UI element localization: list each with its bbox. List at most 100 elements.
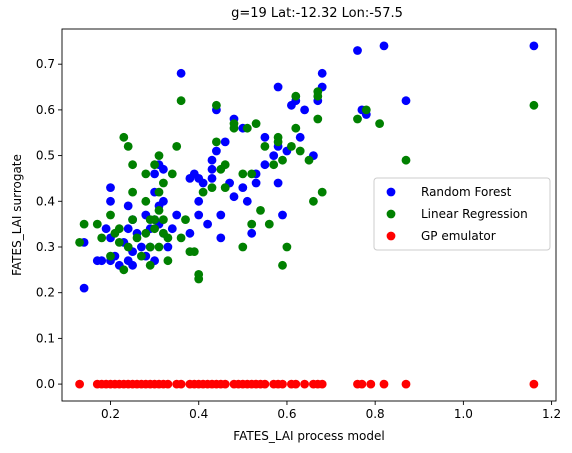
point-gp-emulator-28 (220, 379, 230, 389)
point-random-forest-82 (379, 41, 389, 51)
y-tick-label: 0.1 (36, 331, 55, 345)
point-random-forest-5 (106, 196, 115, 206)
point-linear-regression-26 (150, 160, 160, 170)
y-axis: 0.0 0.1 0.2 0.3 0.4 0.5 0.6 0.7 (36, 57, 62, 391)
point-linear-regression-40 (181, 215, 190, 225)
point-random-forest-19 (137, 242, 146, 252)
point-random-forest-57 (238, 183, 248, 193)
point-linear-regression-38 (176, 96, 186, 106)
point-gp-emulator-17 (163, 379, 173, 389)
point-linear-regression-61 (260, 142, 270, 151)
point-random-forest-53 (220, 137, 230, 147)
point-gp-emulator-19 (176, 379, 186, 389)
point-linear-regression-69 (287, 142, 296, 151)
point-random-forest-17 (128, 260, 138, 270)
point-linear-regression-50 (220, 183, 230, 193)
point-linear-regression-24 (150, 215, 160, 225)
point-random-forest-39 (185, 228, 195, 238)
point-random-forest-42 (194, 210, 204, 220)
point-gp-emulator-45 (317, 379, 327, 389)
point-random-forest-35 (167, 224, 177, 234)
point-linear-regression-78 (317, 187, 327, 197)
point-linear-regression-58 (247, 169, 257, 179)
point-linear-regression-59 (251, 119, 261, 128)
point-linear-regression-54 (238, 169, 248, 179)
point-random-forest-84 (529, 41, 539, 51)
point-linear-regression-47 (212, 100, 221, 110)
point-random-forest-44 (198, 178, 208, 188)
point-random-forest-43 (194, 196, 204, 206)
point-linear-regression-79 (353, 114, 362, 124)
point-random-forest-37 (176, 68, 186, 78)
point-linear-regression-77 (313, 114, 323, 124)
x-tick-label: 0.2 (101, 407, 120, 421)
point-random-forest-47 (207, 164, 217, 174)
point-linear-regression-83 (529, 100, 539, 110)
point-linear-regression-68 (282, 242, 292, 252)
point-linear-regression-48 (212, 137, 221, 147)
point-random-forest-45 (203, 219, 213, 229)
point-random-forest-67 (273, 178, 283, 188)
point-linear-regression-15 (128, 215, 138, 225)
point-gp-emulator-48 (366, 379, 376, 389)
legend-box (373, 177, 551, 251)
legend-marker (386, 231, 396, 241)
point-linear-regression-3 (97, 233, 107, 243)
x-tick-label: 0.8 (366, 407, 385, 421)
point-linear-regression-25 (150, 224, 160, 234)
point-linear-regression-36 (167, 169, 177, 179)
point-linear-regression-70 (291, 91, 301, 101)
x-tick-label: 1.0 (454, 407, 473, 421)
point-linear-regression-5 (106, 251, 115, 261)
point-linear-regression-14 (128, 187, 138, 197)
point-linear-regression-60 (256, 206, 265, 215)
point-random-forest-69 (278, 210, 287, 220)
point-linear-regression-35 (163, 256, 173, 266)
point-linear-regression-23 (145, 242, 155, 252)
point-linear-regression-63 (269, 160, 279, 170)
point-random-forest-50 (212, 146, 221, 156)
point-random-forest-3 (97, 256, 107, 266)
point-gp-emulator-41 (291, 379, 301, 389)
point-random-forest-12 (123, 201, 133, 211)
point-linear-regression-39 (176, 233, 186, 243)
point-linear-regression-73 (304, 155, 314, 165)
point-gp-emulator-51 (529, 379, 539, 389)
y-axis-label: FATES_LAI surrogate (10, 154, 24, 276)
point-linear-regression-31 (159, 178, 168, 188)
y-tick-label: 0.4 (36, 194, 55, 208)
point-random-forest-73 (295, 132, 305, 142)
point-gp-emulator-50 (401, 379, 411, 389)
x-axis-label: FATES_LAI process model (233, 429, 384, 443)
point-linear-regression-56 (242, 123, 252, 133)
point-linear-regression-22 (145, 260, 155, 270)
point-linear-regression-13 (128, 160, 138, 170)
point-random-forest-1 (79, 283, 89, 293)
point-linear-regression-10 (119, 132, 129, 142)
point-gp-emulator-47 (357, 379, 367, 389)
point-random-forest-64 (260, 132, 270, 142)
point-random-forest-59 (242, 196, 252, 206)
point-linear-regression-4 (106, 210, 115, 220)
point-linear-regression-51 (220, 160, 230, 170)
point-random-forest-46 (207, 155, 217, 165)
x-axis: 0.2 0.4 0.6 0.8 1.0 1.2 (101, 401, 561, 421)
legend: Random Forest Linear Regression GP emulato… (373, 177, 551, 251)
x-tick-label: 1.2 (542, 407, 561, 421)
point-random-forest-13 (123, 224, 133, 234)
plot-frame (61, 28, 557, 402)
y-tick-label: 0.3 (36, 240, 55, 254)
point-random-forest-83 (401, 96, 411, 106)
point-linear-regression-62 (264, 219, 274, 229)
point-linear-regression-82 (401, 155, 411, 165)
point-random-forest-34 (163, 242, 173, 252)
x-tick-label: 0.6 (277, 407, 296, 421)
point-gp-emulator-36 (260, 379, 270, 389)
point-linear-regression-65 (273, 132, 283, 142)
point-linear-regression-53 (229, 123, 239, 133)
point-random-forest-48 (207, 174, 217, 183)
point-random-forest-62 (251, 178, 261, 188)
point-random-forest-51 (216, 233, 226, 243)
point-linear-regression-16 (132, 233, 142, 243)
